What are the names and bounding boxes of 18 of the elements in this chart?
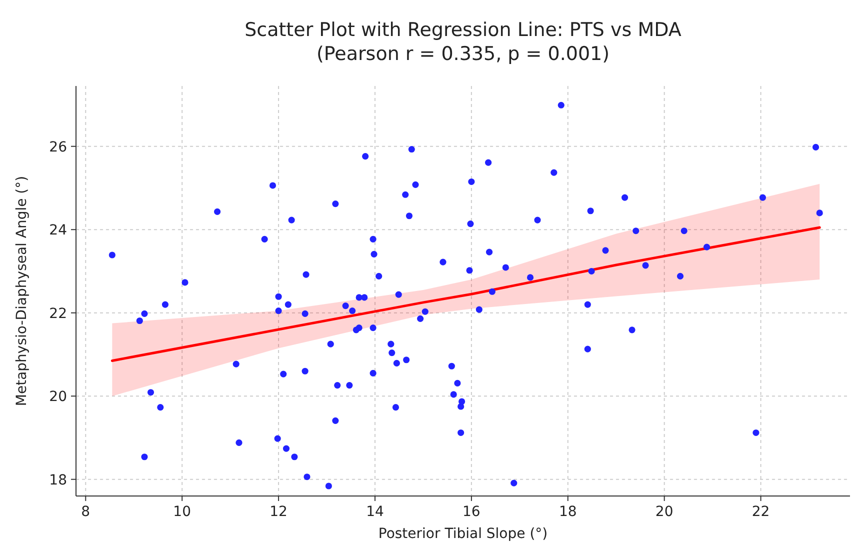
x-tick-label: 10 <box>173 504 192 520</box>
x-tick-label: 16 <box>462 504 480 520</box>
x-tick-label: 22 <box>752 504 770 520</box>
y-tick-label: 18 <box>49 472 67 488</box>
x-axis-title: Posterior Tibial Slope (°) <box>378 526 548 542</box>
chart-subtitle: (Pearson r = 0.335, p = 0.001) <box>316 43 610 65</box>
x-tick-label: 18 <box>558 504 577 520</box>
x-tick-label: 12 <box>270 504 288 520</box>
y-tick-label: 20 <box>49 389 67 406</box>
line-series <box>110 226 821 362</box>
y-tick-label: 22 <box>49 306 67 322</box>
y-tick-label: 24 <box>49 222 68 239</box>
x-tick-label: 8 <box>81 504 90 520</box>
y-tick-label: 26 <box>49 139 68 156</box>
x-tick-label: 20 <box>655 504 674 520</box>
y-axis-title: Metaphysio-Diaphyseal Angle (°) <box>14 176 30 406</box>
chart-title: Scatter Plot with Regression Line: PTS vs MDA <box>244 19 682 41</box>
x-tick-label: 14 <box>366 504 384 520</box>
